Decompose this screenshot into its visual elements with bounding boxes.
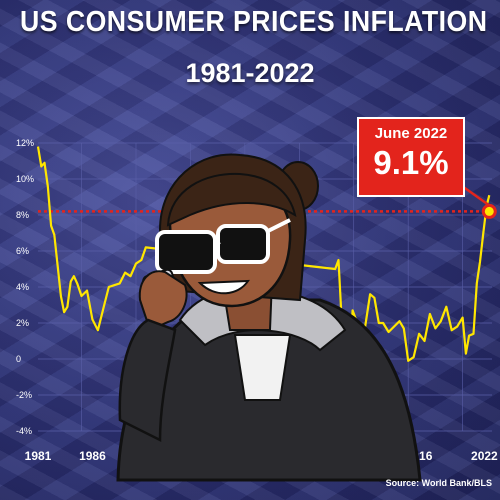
x-tick-label: 1986 bbox=[79, 449, 106, 463]
y-tick-label: -2% bbox=[16, 390, 32, 400]
woman-on-phone-illustration bbox=[116, 153, 422, 482]
y-tick-label: 0 bbox=[16, 354, 21, 364]
june-2022-callout: June 2022 9.1% bbox=[357, 117, 465, 197]
x-tick-label: 1981 bbox=[25, 449, 52, 463]
y-axis-ticks: -4% -2% 0 2% 4% 6% 8% 10% 12% bbox=[16, 138, 34, 436]
y-tick-label: 10% bbox=[16, 174, 34, 184]
y-tick-label: 4% bbox=[16, 282, 29, 292]
highlight-marker bbox=[481, 203, 497, 219]
y-tick-label: 8% bbox=[16, 210, 29, 220]
y-tick-label: 2% bbox=[16, 318, 29, 328]
chart-subtitle: 1981-2022 bbox=[185, 58, 315, 88]
x-tick-label: 2022 bbox=[471, 449, 498, 463]
y-tick-label: 6% bbox=[16, 246, 29, 256]
y-tick-label: 12% bbox=[16, 138, 34, 148]
callout-value: 9.1% bbox=[373, 144, 449, 181]
chart-title: US CONSUMER PRICES INFLATION bbox=[20, 6, 488, 38]
y-tick-label: -4% bbox=[16, 426, 32, 436]
source-note: Source: World Bank/BLS bbox=[385, 478, 492, 488]
callout-label: June 2022 bbox=[374, 125, 448, 142]
callout-leader-line bbox=[461, 184, 491, 207]
